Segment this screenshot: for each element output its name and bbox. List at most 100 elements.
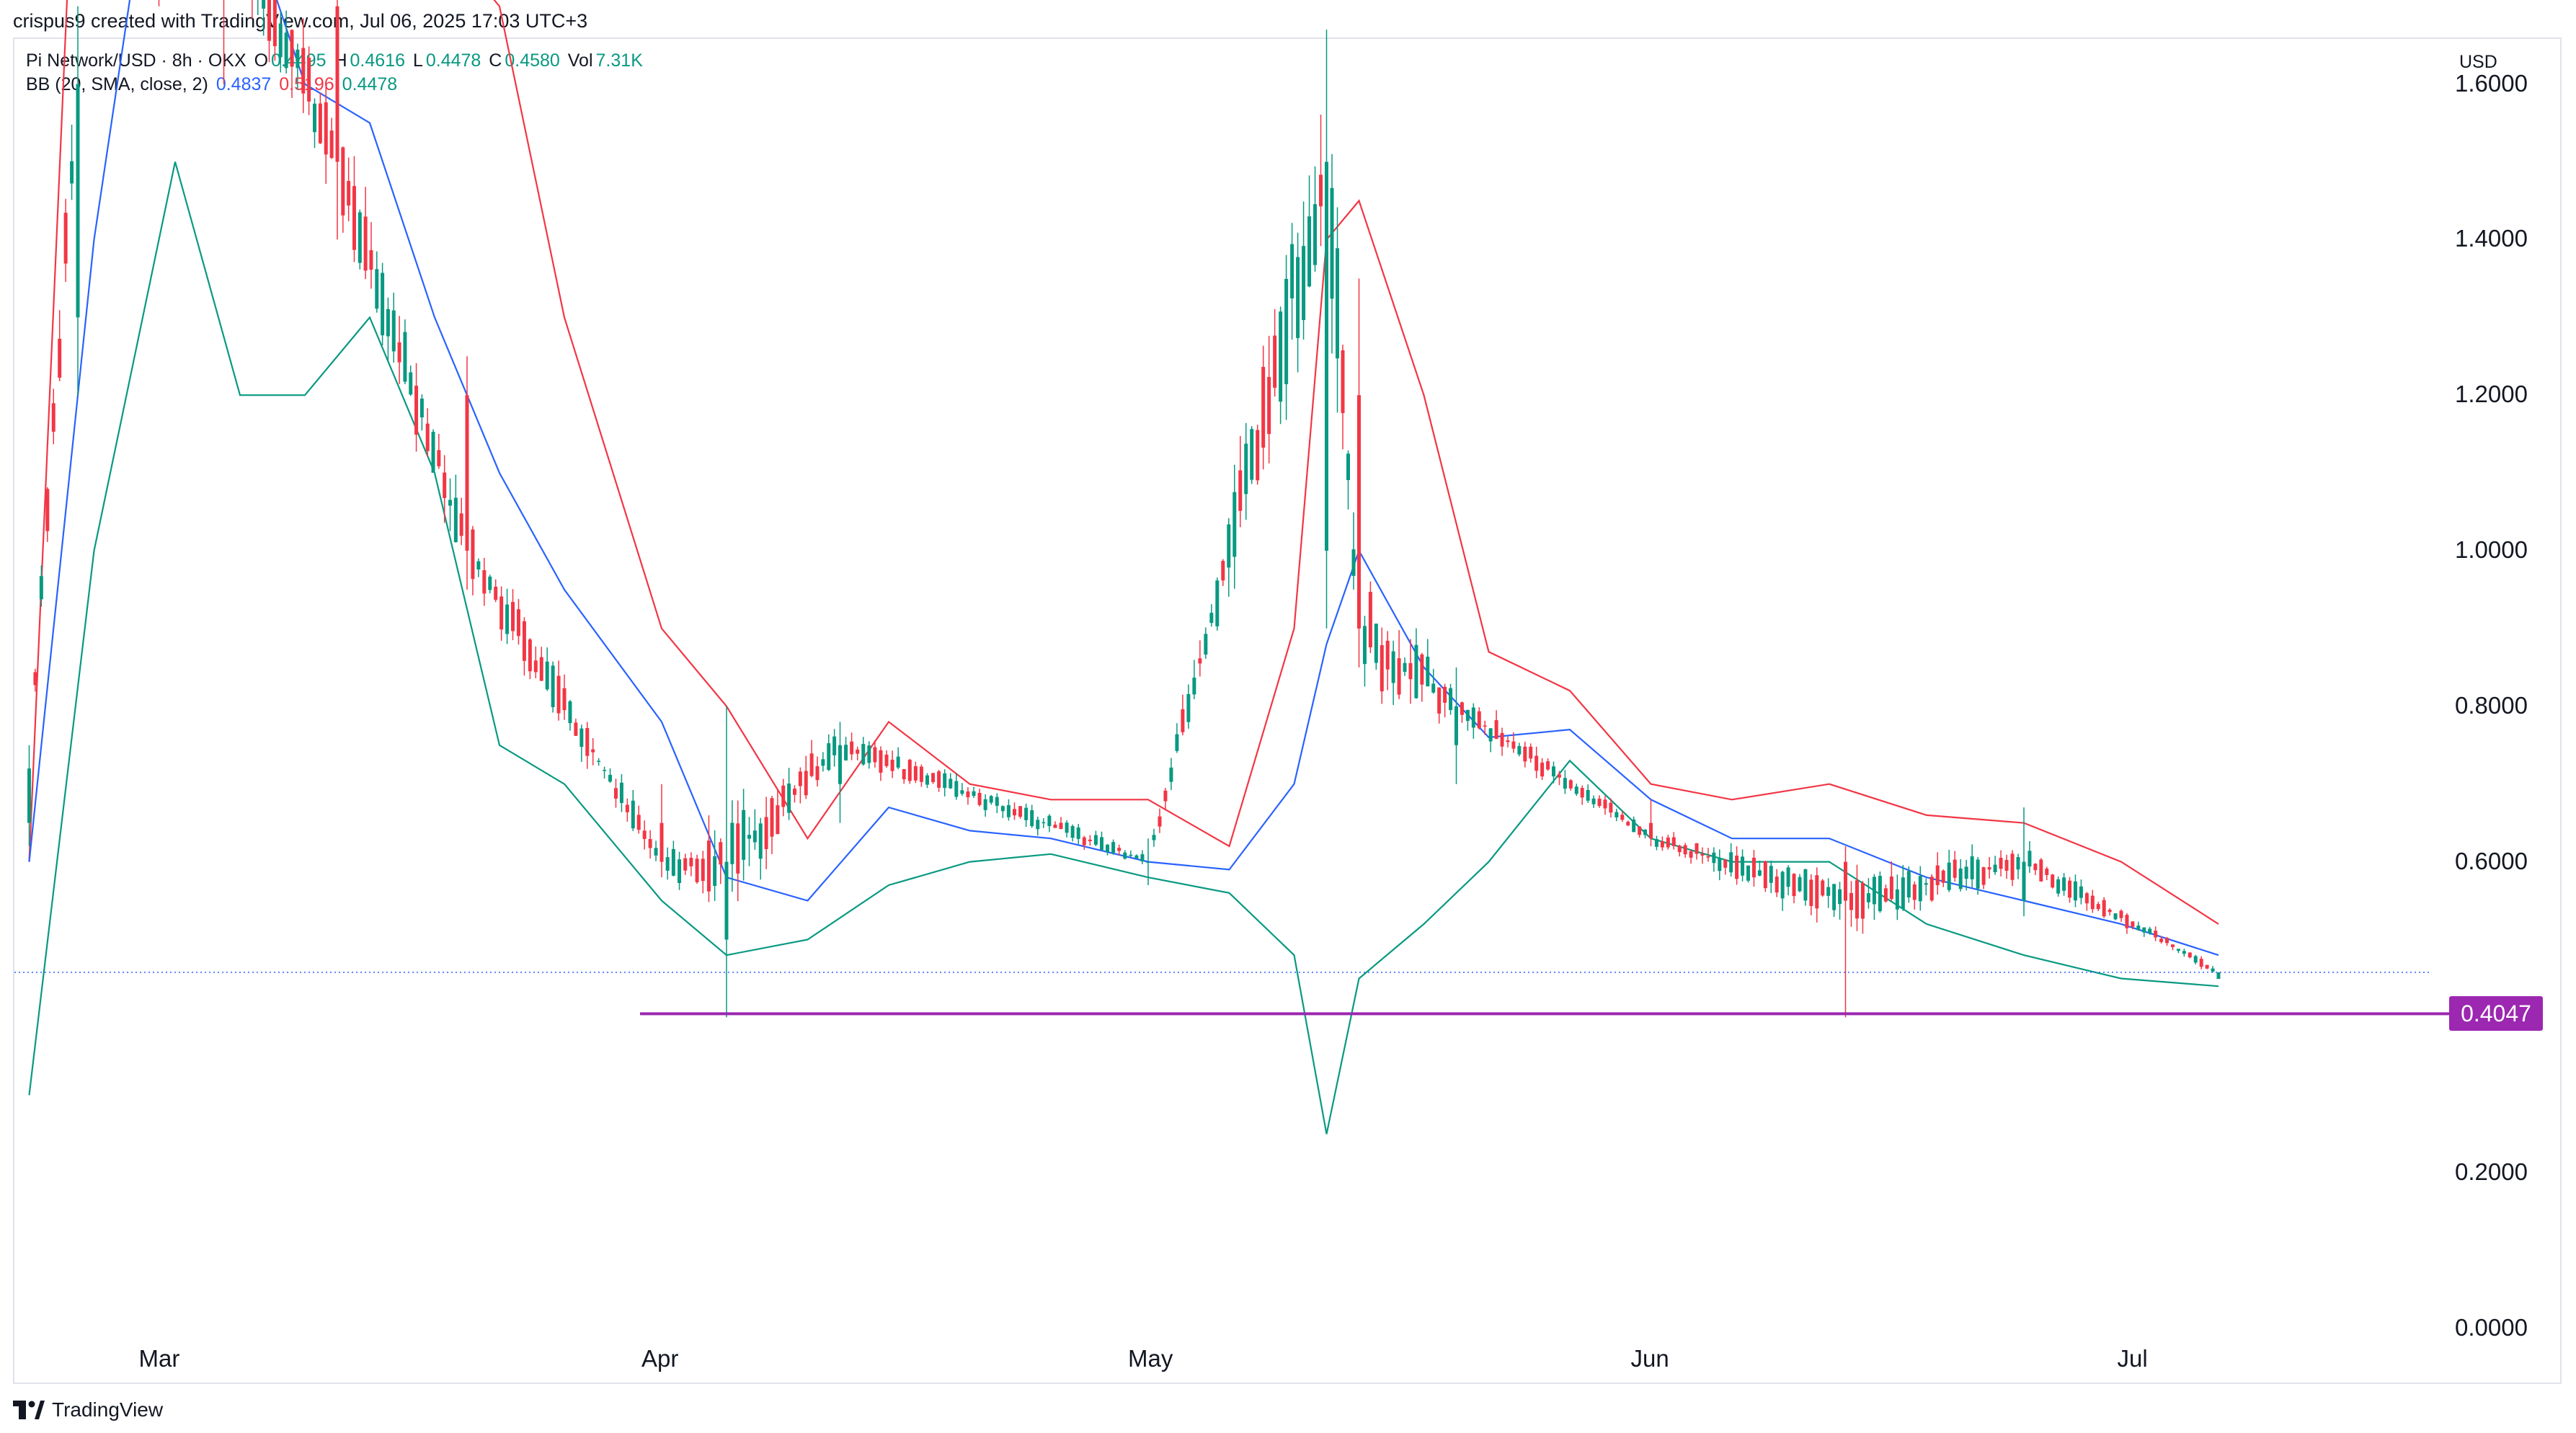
candle-body — [494, 586, 498, 600]
candle-body — [1209, 613, 1214, 624]
price-tick-label: 1.0000 — [2455, 536, 2528, 563]
candle-body — [1855, 880, 1859, 919]
candle-body — [827, 743, 831, 771]
candle-body — [391, 310, 396, 352]
candle-body — [562, 688, 567, 711]
candle-body — [654, 848, 658, 856]
candle-body — [902, 769, 906, 780]
candle-body — [671, 848, 675, 876]
candle-body — [781, 785, 786, 807]
candle-body — [70, 161, 74, 184]
candle-body — [1362, 626, 1367, 665]
candle-body — [1024, 807, 1029, 820]
symbol-title: Pi Network/USD · 8h · OKX — [26, 50, 247, 71]
candle-body — [357, 212, 362, 263]
candle-body — [1134, 855, 1139, 859]
time-tick-label: Jun — [1630, 1345, 1669, 1372]
candle-body — [1284, 278, 1289, 384]
candle-body — [809, 753, 814, 776]
candle-body — [821, 759, 825, 766]
candle-body — [1302, 246, 1306, 321]
candle-body — [1227, 524, 1231, 568]
candle-body — [1683, 845, 1687, 855]
candle-body — [1591, 798, 1596, 804]
candle-body — [960, 790, 964, 794]
candle-body — [307, 57, 311, 102]
candle-body — [758, 823, 763, 859]
candle-body — [1918, 876, 1922, 902]
currency-label[interactable]: USD — [2459, 52, 2497, 72]
candle-body — [1053, 825, 1057, 828]
candle-body — [2004, 860, 2009, 871]
candle-body — [499, 596, 504, 630]
candle-body — [2142, 927, 2146, 933]
candle-body — [1666, 837, 1670, 848]
candle-body — [850, 741, 854, 755]
candle-body — [1695, 843, 1699, 854]
candle-body — [1186, 693, 1191, 722]
candle-body — [2096, 904, 2100, 910]
candle-body — [1465, 709, 1470, 722]
candle-body — [1460, 702, 1464, 715]
candle-body — [983, 799, 987, 810]
candle-body — [1047, 815, 1052, 827]
candle-body — [1397, 658, 1401, 695]
open-label: O — [254, 50, 269, 71]
candle-body — [1580, 788, 1584, 798]
candle-body — [1290, 244, 1294, 298]
candle-body — [884, 754, 889, 766]
candle-body — [1117, 848, 1122, 851]
candle-body — [1993, 864, 1997, 872]
candle-body — [476, 561, 481, 569]
candle-body — [1012, 809, 1016, 816]
candle-body — [1976, 859, 1980, 889]
chart-credit: crispus9 created with TradingView.com, J… — [13, 10, 588, 32]
candle-body — [459, 513, 463, 536]
candle-body — [943, 773, 947, 789]
candle-body — [341, 147, 345, 216]
price-tick-label: 0.2000 — [2455, 1158, 2528, 1186]
candle-body — [1958, 868, 1963, 889]
candle-body — [977, 792, 982, 805]
volume-label: Vol — [567, 50, 593, 71]
bollinger-lower-line — [28, 161, 2219, 1135]
candle-body — [2010, 853, 2015, 880]
candle-body — [798, 771, 802, 786]
candle-body — [752, 830, 757, 843]
candle-body — [482, 570, 487, 594]
candle-body — [1471, 707, 1475, 728]
candle-body — [597, 760, 601, 762]
time-tick-label: Jul — [2117, 1345, 2148, 1372]
candle-body — [1929, 877, 1934, 901]
candle-body — [1677, 846, 1682, 853]
candle-body — [1082, 837, 1086, 846]
candle-body — [913, 766, 918, 781]
candle-body — [1529, 746, 1533, 759]
candle-body — [1999, 857, 2003, 869]
candle-body — [1535, 755, 1539, 771]
candle-body — [1964, 866, 1968, 879]
candle-body — [465, 395, 469, 551]
candle-body — [1313, 204, 1318, 265]
candle-body — [1088, 839, 1092, 841]
candle-body — [804, 771, 808, 796]
candle-body — [603, 770, 607, 771]
candle-body — [1059, 822, 1063, 830]
candle-body — [2182, 951, 2186, 954]
close-value: 0.4580 — [505, 50, 560, 71]
candle-body — [907, 760, 912, 781]
candle-body — [832, 736, 837, 755]
candle-body — [2211, 968, 2215, 972]
candle-body — [1586, 789, 1590, 801]
close-label: C — [489, 50, 502, 71]
candle-body — [1437, 687, 1442, 714]
candle-body — [369, 250, 373, 270]
brand-name: TradingView — [52, 1398, 164, 1421]
candle-body — [522, 621, 526, 661]
candle-body — [919, 766, 923, 782]
candle-body — [63, 213, 68, 264]
candle-body — [533, 660, 538, 673]
support-price-tag: 0.4047 — [2449, 996, 2543, 1032]
candle-body — [1844, 861, 1847, 901]
